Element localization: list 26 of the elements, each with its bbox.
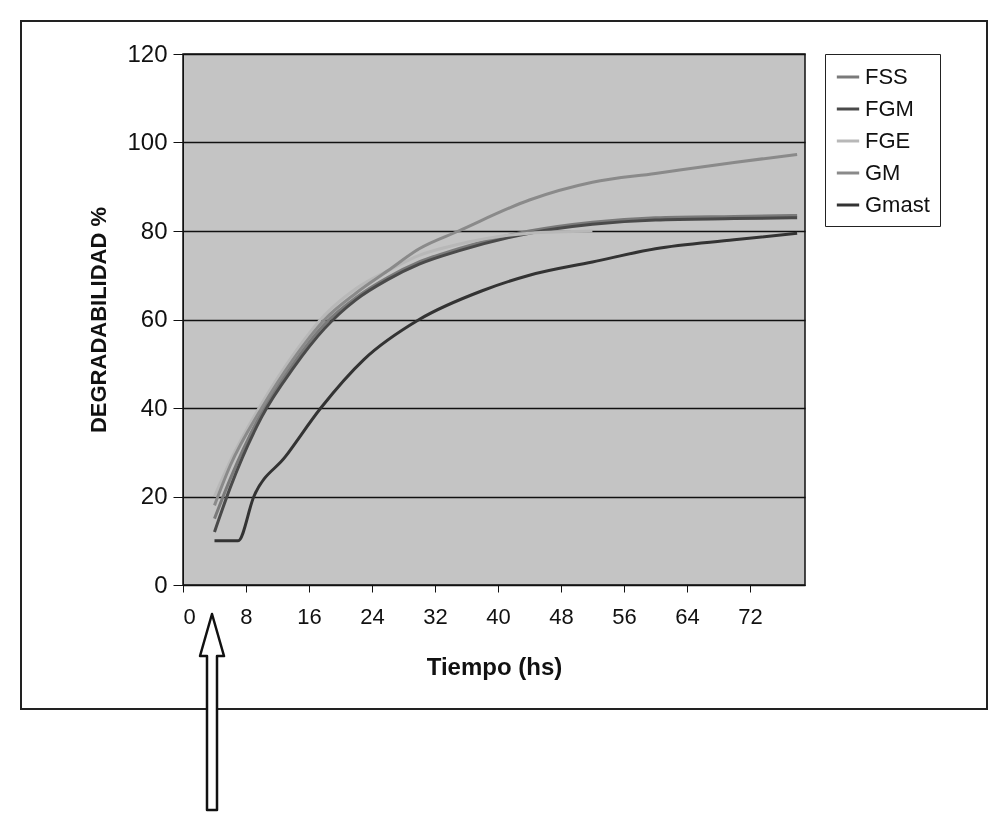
x-tick-label: 24 xyxy=(360,603,385,629)
y-tick-label: 60 xyxy=(140,305,168,332)
x-tick-label: 40 xyxy=(486,603,511,629)
x-axis-title: Tiempo (hs) xyxy=(426,652,563,680)
y-tick-label: 100 xyxy=(127,128,168,155)
y-axis-title: DEGRADABILIDAD % xyxy=(86,206,112,434)
x-tick-label: 8 xyxy=(240,603,253,629)
y-tick-label: 120 xyxy=(127,39,168,67)
x-tick-label: 0 xyxy=(183,603,196,629)
x-tick-label: 32 xyxy=(423,603,448,629)
y-tick-label: 0 xyxy=(154,570,168,598)
x-tick-label: 16 xyxy=(297,603,322,629)
legend-label: FGM xyxy=(865,96,914,121)
line-series xyxy=(212,152,799,507)
y-tick-label: 80 xyxy=(140,216,168,244)
y-tick-label: 20 xyxy=(140,482,168,509)
x-tick-label: 64 xyxy=(675,603,700,629)
x-tick-label: 48 xyxy=(549,603,574,629)
x-tick-label: 72 xyxy=(738,603,763,629)
legend-label: GM xyxy=(865,160,901,185)
y-tick-label: 40 xyxy=(140,393,168,421)
legend-label: FSS xyxy=(865,64,908,89)
legend-label: FGE xyxy=(865,128,911,153)
x-tick-label: 56 xyxy=(612,603,637,629)
line-series xyxy=(212,229,594,498)
legend-label: Gmast xyxy=(865,192,930,217)
